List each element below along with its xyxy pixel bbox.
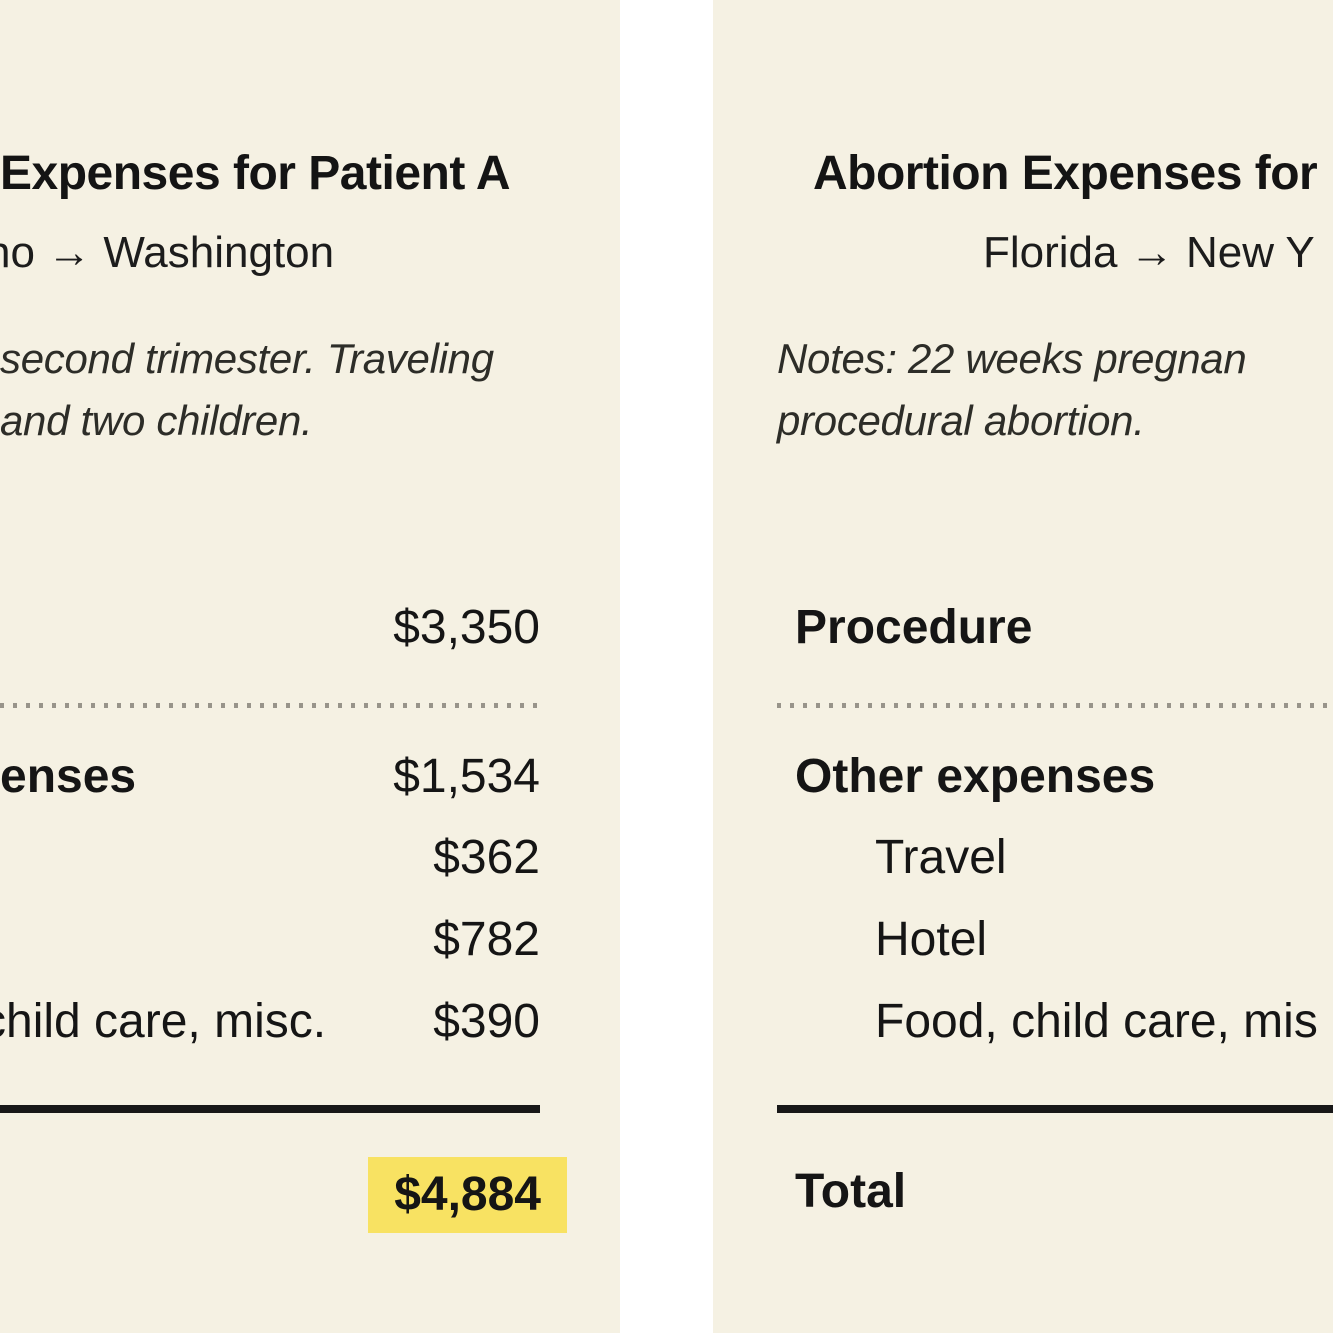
card-title: Expenses for Patient A [0,147,511,200]
dotted-divider [0,703,540,708]
notes-line-1: Notes: 22 weeks pregnan [777,335,1247,382]
expense-row: child care, misc. $390 [0,998,540,1046]
row-label: Travel [875,831,1007,884]
notes-line-2: procedural abortion. [777,397,1145,444]
route-text: Florida → New Y [983,228,1315,277]
total-rule [0,1105,540,1113]
dotted-divider [777,703,1333,708]
expense-row: enses $1,534 [0,753,540,801]
notes-line-2: and two children. [0,397,313,444]
expense-row: $362 [0,834,540,882]
total-amount-highlight: $4,884 [368,1157,567,1233]
card-title: Abortion Expenses for [813,147,1318,200]
total-rule [777,1105,1333,1113]
row-label: enses [0,750,137,803]
expense-row: $3,350 [0,604,540,652]
row-label: Other expenses [795,750,1156,803]
notes-line-1: second trimester. Traveling [0,335,494,382]
row-amount: $390 [433,995,540,1048]
row-label: child care, misc. [0,995,327,1048]
route-text: ho → Washington [0,228,335,277]
row-label: Food, child care, mis [875,995,1318,1048]
expense-card-patient-a: Expenses for Patient A ho → Washington s… [0,0,620,1333]
row-amount: $362 [433,831,540,884]
row-label: Procedure [795,601,1033,654]
row-label: Hotel [875,913,988,966]
total-label: Total [795,1165,907,1218]
expense-card-patient-b: Abortion Expenses for Florida → New Y No… [713,0,1333,1333]
row-amount: $1,534 [393,750,540,803]
row-amount: $782 [433,913,540,966]
expense-row: $782 [0,916,540,964]
row-amount: $3,350 [393,601,540,654]
